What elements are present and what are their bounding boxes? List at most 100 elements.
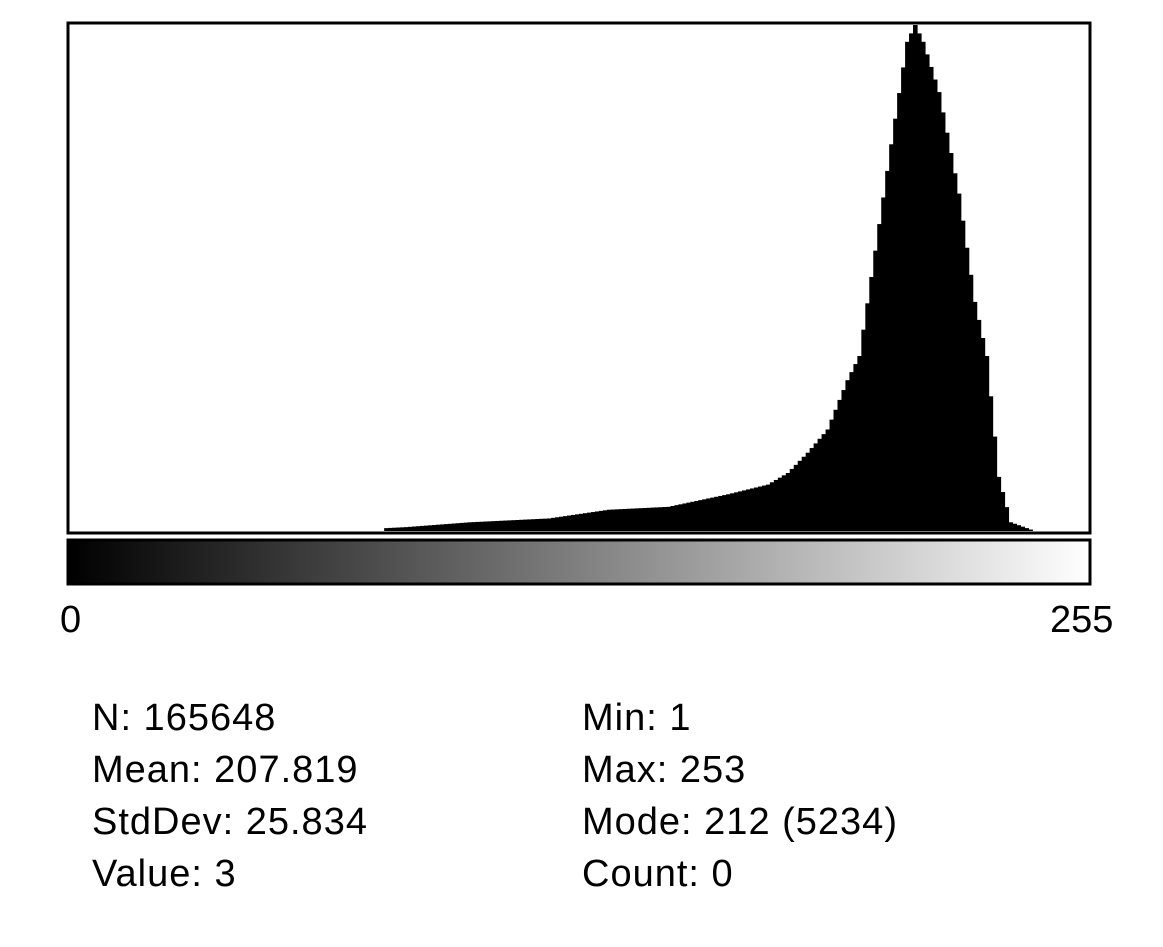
histogram-bar [423, 525, 429, 531]
histogram-bar [909, 33, 914, 531]
histogram-bar [419, 525, 425, 531]
stat-stddev: StdDev: 25.834 [92, 801, 368, 843]
histogram-bar [805, 452, 811, 531]
histogram-bar [455, 523, 461, 531]
histogram-bar [825, 429, 831, 531]
histogram-bar [606, 509, 612, 531]
histogram-bar [467, 522, 473, 531]
histogram-bar [475, 521, 481, 531]
histogram-bar [614, 509, 620, 531]
histogram-bar [857, 356, 862, 531]
histogram-bar [956, 193, 962, 531]
histogram-bar [674, 505, 680, 531]
stat-mean: Mean: 207.819 [92, 749, 359, 791]
histogram-bar [499, 520, 505, 531]
histogram-bar [746, 489, 751, 531]
histogram-bar [972, 301, 978, 531]
histogram-bar [463, 522, 469, 531]
histogram-bar [650, 507, 656, 531]
histogram-bar [427, 525, 433, 531]
histogram-bar [507, 520, 512, 531]
histogram-bar [881, 197, 886, 531]
histogram-bar [897, 93, 902, 531]
histogram-bar [439, 524, 445, 531]
stat-min: Min: 1 [582, 697, 692, 739]
histogram-bar [829, 419, 835, 531]
histogram-bar [392, 527, 397, 531]
histogram-bar [682, 503, 687, 531]
histogram-bar [992, 436, 998, 531]
histogram-bar [666, 506, 672, 531]
histogram-bar [944, 132, 950, 531]
histogram-bar [841, 390, 847, 531]
histogram-bar [642, 507, 648, 531]
histogram-bar [877, 224, 882, 531]
histogram-bar [571, 514, 576, 531]
histogram-bar [917, 33, 922, 531]
stats-left-column: N: 165648 Mean: 207.819 StdDev: 25.834 V… [92, 692, 368, 900]
histogram-bar [598, 510, 604, 531]
histogram-bar [646, 507, 652, 531]
histogram-bar [694, 500, 699, 531]
histogram-bar [873, 250, 878, 531]
histogram-bar [531, 519, 536, 531]
histogram-bar [435, 524, 441, 531]
histogram-bar [928, 66, 934, 532]
histogram-bar [511, 520, 516, 531]
histogram-bar [388, 527, 393, 531]
histogram-bar [662, 507, 668, 531]
histogram-bar [451, 523, 457, 531]
histogram-bar [638, 508, 644, 531]
histogram-bar [813, 443, 819, 531]
histogram-bar [952, 173, 958, 532]
histogram-bar [519, 519, 524, 531]
histogram-bar [738, 491, 743, 531]
histogram-bar [547, 518, 552, 531]
histogram-bar [781, 475, 787, 531]
histogram-bar [630, 508, 636, 531]
histogram-bar [809, 448, 815, 531]
histogram-bar [686, 502, 691, 531]
histogram-bar [936, 92, 942, 531]
histogram-bar [555, 517, 560, 531]
gray-ramp-bar [66, 538, 1092, 586]
histogram-bar [594, 511, 600, 531]
histogram-bar [797, 460, 803, 531]
histogram-bar [865, 303, 870, 531]
histogram-bar [523, 519, 528, 531]
histogram-bar [1028, 529, 1033, 531]
histogram-bar [431, 525, 437, 531]
stat-max: Max: 253 [582, 749, 747, 791]
histogram-bar [730, 493, 735, 531]
histogram-bar [821, 434, 827, 531]
histogram-bar [690, 501, 695, 531]
histogram-bar [984, 356, 990, 531]
histogram-bar [515, 519, 520, 531]
histogram-bar [658, 507, 664, 531]
histogram-bar [590, 512, 596, 531]
histogram-bar [988, 396, 994, 531]
histogram-bar [384, 528, 389, 531]
histogram-bar [567, 515, 572, 531]
histogram-bar [670, 505, 676, 531]
histogram-bar [459, 522, 465, 531]
histogram-bar [853, 364, 858, 531]
histogram-bar [913, 25, 918, 531]
histogram-bar [678, 504, 683, 531]
histogram-bar [586, 512, 592, 531]
histogram-bar [833, 409, 839, 531]
histogram-bar [932, 79, 938, 531]
histogram-bar [924, 54, 930, 531]
histogram-bar [634, 508, 640, 531]
histogram-bar [702, 499, 707, 531]
histogram-bar [905, 41, 910, 531]
histogram-bar [706, 498, 711, 531]
histogram-bar [610, 509, 616, 531]
histogram-bar [960, 220, 966, 532]
x-axis-min-label: 0 [60, 599, 82, 641]
histogram-bar [559, 516, 564, 531]
histogram-bar [976, 319, 982, 531]
histogram-bar [411, 526, 417, 531]
histogram-bar [579, 513, 584, 531]
histogram-bar [622, 508, 628, 531]
